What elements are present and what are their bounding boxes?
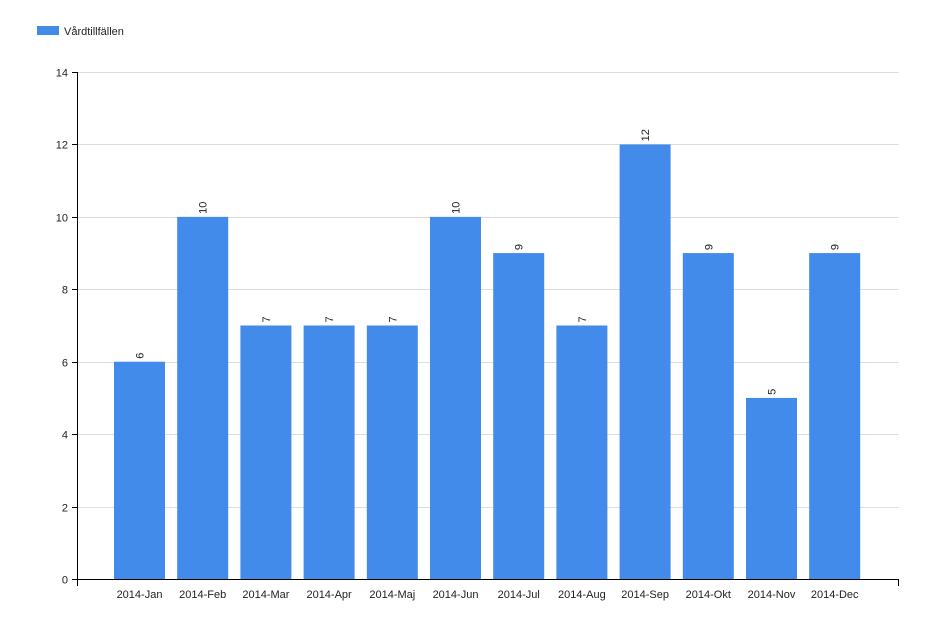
y-tick-label: 10 — [56, 213, 68, 225]
data-label: 10 — [451, 202, 463, 214]
x-tick-label: 2014-Jun — [433, 589, 479, 601]
y-axis: 0 2 4 6 8 10 12 14 — [56, 68, 78, 587]
bar — [114, 361, 165, 579]
data-label: 7 — [577, 316, 589, 322]
y-tick-label: 8 — [62, 285, 68, 297]
x-tick-label: 2014-Sep — [621, 589, 669, 601]
y-tick-label: 2 — [62, 503, 68, 515]
bar — [619, 144, 671, 579]
bar — [177, 216, 229, 579]
bar — [366, 325, 418, 579]
y-tick-label: 14 — [56, 68, 68, 80]
x-tick-label: 2014-Jul — [498, 589, 540, 601]
data-label: 9 — [830, 244, 842, 250]
y-tick-label: 12 — [56, 140, 68, 152]
bar — [556, 325, 608, 579]
x-tick-label: 2014-Feb — [179, 589, 226, 601]
data-label: 6 — [135, 353, 147, 359]
data-label: 9 — [703, 244, 715, 250]
bar — [809, 253, 861, 580]
bar — [746, 397, 797, 579]
bar — [303, 325, 355, 579]
y-tick-label: 4 — [62, 430, 68, 442]
bar — [240, 325, 292, 579]
y-tick-label: 0 — [62, 575, 68, 587]
x-tick-label: 2014-Jan — [117, 589, 163, 601]
legend-label: Vårdtillfällen — [64, 26, 124, 38]
x-tick-label: 2014-Apr — [306, 589, 352, 601]
data-labels: 6 10 7 7 7 10 9 7 12 9 5 9 — [135, 129, 842, 395]
x-tick-label: 2014-Nov — [748, 589, 796, 601]
data-label: 7 — [387, 316, 399, 322]
bar — [430, 216, 481, 579]
x-tick-label: 2014-Mar — [242, 589, 289, 601]
data-label: 10 — [198, 202, 210, 214]
data-label: 7 — [324, 316, 336, 322]
data-label: 5 — [767, 389, 779, 395]
x-tick-label: 2014-Maj — [369, 589, 415, 601]
x-axis: 2014-Jan 2014-Feb 2014-Mar 2014-Apr 2014-Maj… — [77, 579, 899, 601]
data-label: 12 — [640, 129, 652, 141]
data-label: 7 — [261, 316, 273, 322]
y-tick-label: 6 — [62, 358, 68, 370]
bar — [493, 253, 545, 580]
x-tick-label: 2014-Aug — [558, 589, 606, 601]
bars — [114, 144, 861, 580]
legend-swatch — [37, 26, 59, 35]
x-tick-label: 2014-Okt — [686, 589, 731, 601]
x-tick-label: 2014-Dec — [811, 589, 859, 601]
legend: Vårdtillfällen — [37, 26, 124, 38]
bar — [682, 253, 734, 580]
data-label: 9 — [514, 244, 526, 250]
